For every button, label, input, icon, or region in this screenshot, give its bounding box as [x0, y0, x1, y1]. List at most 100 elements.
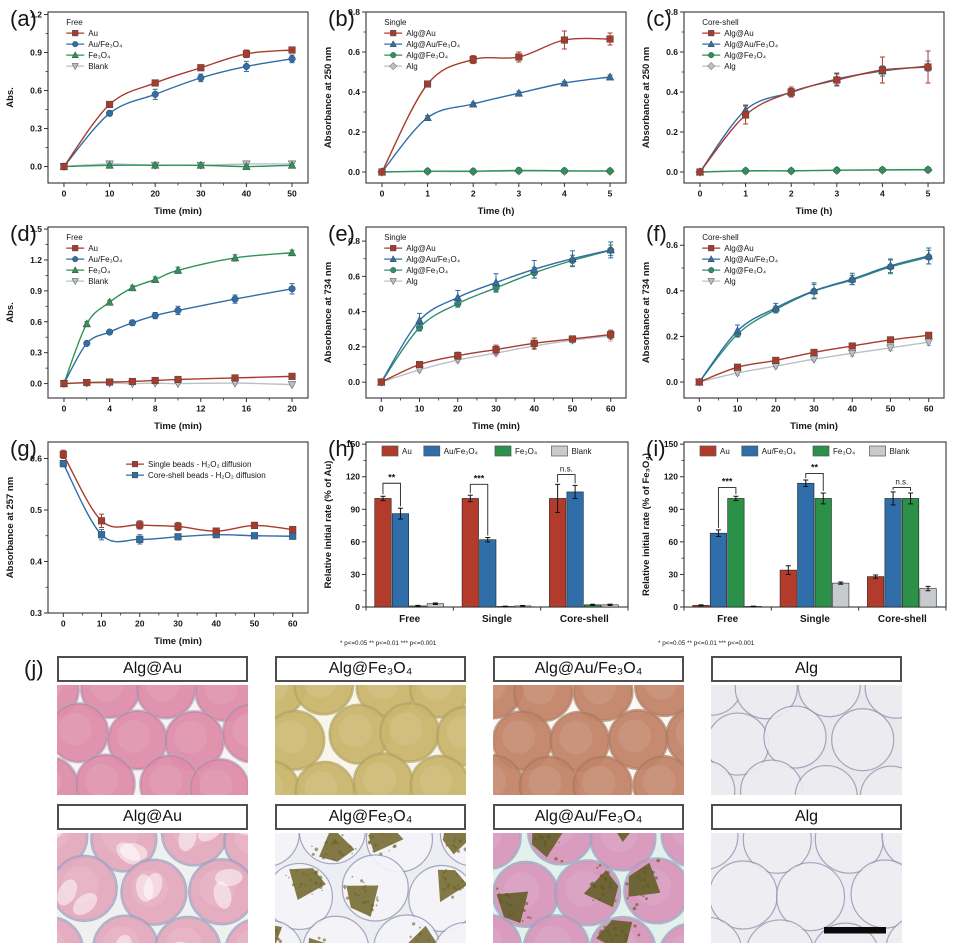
svg-text:0.6: 0.6: [30, 317, 42, 327]
svg-text:Relative initial rate (% of Fe: Relative initial rate (% of Fe₃O₄): [641, 453, 652, 596]
svg-text:Time (min): Time (min): [154, 421, 202, 432]
svg-text:Single: Single: [384, 233, 407, 242]
panel-e: (e) 0 10 20 30 40 50 60 0.0 0.2 0.4 0.6 0.8 Time (mi…: [320, 219, 638, 434]
svg-text:1: 1: [743, 189, 748, 199]
svg-text:Free: Free: [399, 614, 421, 625]
svg-text:1: 1: [425, 189, 430, 199]
svg-text:Absorbance at 734 nm: Absorbance at 734 nm: [323, 262, 334, 363]
micrograph-image-alg-au-row1: [57, 685, 248, 795]
svg-text:Alg@Fe₃O₄: Alg@Fe₃O₄: [724, 51, 766, 60]
svg-text:Alg@Au/Fe₃O₄: Alg@Au/Fe₃O₄: [406, 255, 460, 264]
svg-text:1.5: 1.5: [30, 224, 42, 234]
svg-text:Time (min): Time (min): [790, 421, 838, 432]
svg-text:0.6: 0.6: [30, 453, 42, 463]
svg-text:0: 0: [697, 404, 702, 414]
panel-j: (j) Alg@Au Alg@Fe₃O₄ Alg@Au/Fe₃O₄ Alg Al…: [0, 652, 955, 951]
micrograph-image-alg-row1: [711, 685, 902, 795]
svg-text:0.3: 0.3: [30, 348, 42, 358]
svg-text:0.2: 0.2: [666, 331, 678, 341]
panel-e-letter: (e): [328, 221, 355, 246]
panel-g: (g) 0 10 20 30 40 50 60 0.3 0.4 0.5 0.6 Time (min) A…: [2, 434, 320, 649]
svg-text:Core-shell: Core-shell: [560, 614, 609, 625]
svg-text:* p<=0.05 ** p<=0.01 ***: * p<=0.05 ** p<=0.01 *** p<=0.001: [658, 640, 755, 647]
svg-text:150: 150: [664, 439, 678, 449]
svg-text:Fe₃O₄: Fe₃O₄: [88, 266, 110, 275]
svg-text:0.0: 0.0: [30, 162, 42, 172]
svg-text:0.4: 0.4: [30, 556, 42, 566]
svg-text:16: 16: [242, 404, 252, 414]
svg-text:Blank: Blank: [572, 447, 593, 456]
svg-text:Absorbance at 250 nm: Absorbance at 250 nm: [641, 47, 652, 148]
svg-text:Free: Free: [717, 614, 739, 625]
svg-text:0.2: 0.2: [348, 127, 360, 137]
panel-h: (h) 0 30 60 90 120 150 Relative initial rate (…: [320, 434, 638, 649]
svg-text:30: 30: [669, 569, 679, 579]
svg-text:60: 60: [669, 537, 679, 547]
svg-text:0.6: 0.6: [666, 240, 678, 250]
svg-text:20: 20: [135, 619, 145, 629]
svg-text:***: ***: [474, 473, 485, 483]
svg-text:30: 30: [491, 404, 501, 414]
svg-text:30: 30: [196, 189, 206, 199]
panel-h-letter: (h): [328, 436, 355, 461]
svg-text:0.0: 0.0: [348, 377, 360, 387]
svg-text:Core-shell: Core-shell: [702, 18, 739, 27]
svg-text:0: 0: [380, 189, 385, 199]
svg-text:0.6: 0.6: [348, 47, 360, 57]
svg-text:90: 90: [351, 504, 361, 514]
panel-c-plot: 0 1 2 3 4 5 0.0 0.2 0.4 0.6 0.8 Time (h) Absorbance …: [641, 7, 945, 217]
svg-text:0.8: 0.8: [348, 236, 360, 246]
svg-text:Fe₃O₄: Fe₃O₄: [515, 447, 537, 456]
svg-text:0.2: 0.2: [666, 127, 678, 137]
charts-grid: (a) 0 10 20 30 40 50 0.0 0.3 0.6 0.9 1.2 Time (min)…: [2, 4, 955, 649]
panel-d-letter: (d): [10, 221, 37, 246]
svg-text:***: ***: [722, 477, 733, 487]
micrograph-title: Alg@Au/Fe₃O₄: [493, 804, 684, 830]
svg-text:Alg@Au: Alg@Au: [406, 244, 435, 253]
svg-text:Core-shell beads - H₂O₂ diffus: Core-shell beads - H₂O₂ diffusion: [148, 471, 266, 480]
svg-text:0: 0: [62, 189, 67, 199]
svg-text:**: **: [388, 472, 396, 482]
svg-text:Alg@Au: Alg@Au: [724, 29, 753, 38]
svg-text:4: 4: [880, 189, 885, 199]
svg-text:Au: Au: [88, 244, 98, 253]
svg-text:0.8: 0.8: [348, 7, 360, 17]
svg-text:60: 60: [606, 404, 616, 414]
svg-text:0.2: 0.2: [348, 342, 360, 352]
svg-text:Blank: Blank: [88, 62, 109, 71]
svg-text:Alg@Au/Fe₃O₄: Alg@Au/Fe₃O₄: [406, 40, 460, 49]
svg-text:60: 60: [351, 537, 361, 547]
micrograph-title: Alg@Fe₃O₄: [275, 804, 466, 830]
svg-text:2: 2: [471, 189, 476, 199]
svg-text:Time (min): Time (min): [154, 206, 202, 217]
svg-text:0.6: 0.6: [30, 86, 42, 96]
svg-text:50: 50: [287, 189, 297, 199]
svg-text:3: 3: [516, 189, 521, 199]
svg-text:Au: Au: [402, 447, 412, 456]
svg-text:0: 0: [698, 189, 703, 199]
svg-text:150: 150: [346, 439, 360, 449]
svg-text:Core-shell: Core-shell: [702, 233, 739, 242]
svg-text:Relative initial rate (% of Au: Relative initial rate (% of Au): [323, 461, 334, 589]
svg-text:0.0: 0.0: [666, 377, 678, 387]
svg-text:Au/Fe₃O₄: Au/Fe₃O₄: [88, 40, 122, 49]
panel-c: (c) 0 1 2 3 4 5 0.0 0.2 0.4 0.6 0.8 Time (h) Absorba…: [638, 4, 955, 219]
svg-text:Time (h): Time (h): [796, 206, 833, 217]
svg-text:10: 10: [415, 404, 425, 414]
svg-text:Single: Single: [482, 614, 512, 625]
micrograph-cell-alg-row2: Alg: [711, 804, 902, 943]
panel-b-plot: 0 1 2 3 4 5 0.0 0.2 0.4 0.6 0.8 Time (h) Absorbance …: [323, 7, 627, 217]
svg-text:Fe₃O₄: Fe₃O₄: [833, 447, 855, 456]
svg-text:50: 50: [886, 404, 896, 414]
svg-text:Alg: Alg: [406, 62, 418, 71]
svg-text:60: 60: [288, 619, 298, 629]
svg-text:10: 10: [733, 404, 743, 414]
svg-text:5: 5: [926, 189, 931, 199]
svg-text:Au: Au: [88, 29, 98, 38]
micrograph-title: Alg@Au/Fe₃O₄: [493, 656, 684, 682]
micrograph-title: Alg@Au: [57, 804, 248, 830]
svg-text:5: 5: [608, 189, 613, 199]
svg-text:0.0: 0.0: [348, 167, 360, 177]
micrograph-cell-alg-au-fe3o4-row2: Alg@Au/Fe₃O₄: [493, 804, 684, 943]
panel-d-plot: 0 4 8 12 16 20 0.0 0.3 0.6 0.9 1.2 1.5 Time (min) Abs…: [5, 224, 309, 432]
